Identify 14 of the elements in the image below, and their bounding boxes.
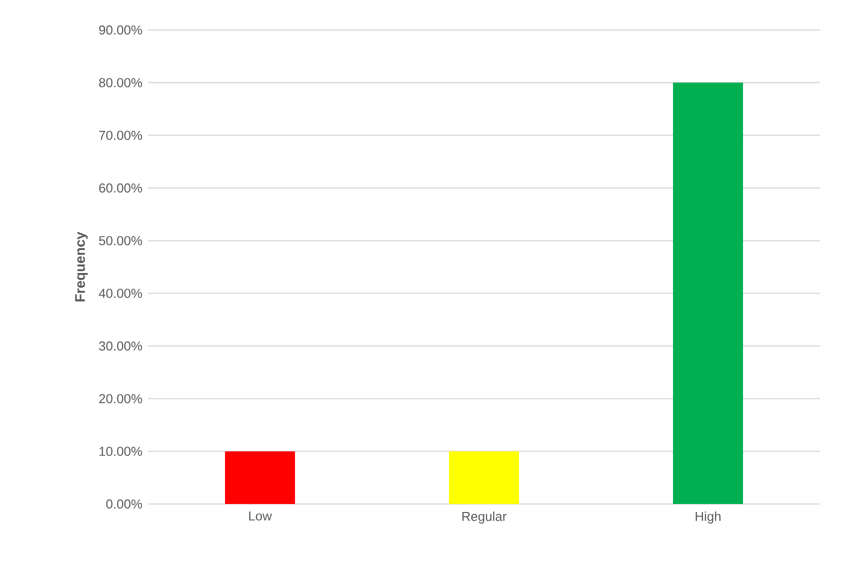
y-tick-label: 70.00% — [99, 130, 142, 140]
y-tick-label: 10.00% — [100, 446, 142, 456]
y-tick-label: 0.00% — [106, 499, 142, 509]
x-tick-label: High — [696, 512, 720, 524]
x-tick-label: Low — [249, 512, 272, 521]
y-tick-label: 30.00% — [99, 341, 142, 351]
y-axis-title: Frequency — [75, 232, 88, 302]
y-tick-label: 60.00% — [99, 183, 142, 193]
y-tick-label: 80.00% — [99, 78, 142, 88]
y-tick-label: 20.00% — [99, 394, 142, 404]
x-tick-label: Regular — [462, 512, 506, 524]
y-tick-label: 90.00% — [99, 25, 142, 35]
y-tick-label: 50.00% — [99, 236, 142, 246]
y-tick-label: 40.00% — [98, 288, 142, 298]
